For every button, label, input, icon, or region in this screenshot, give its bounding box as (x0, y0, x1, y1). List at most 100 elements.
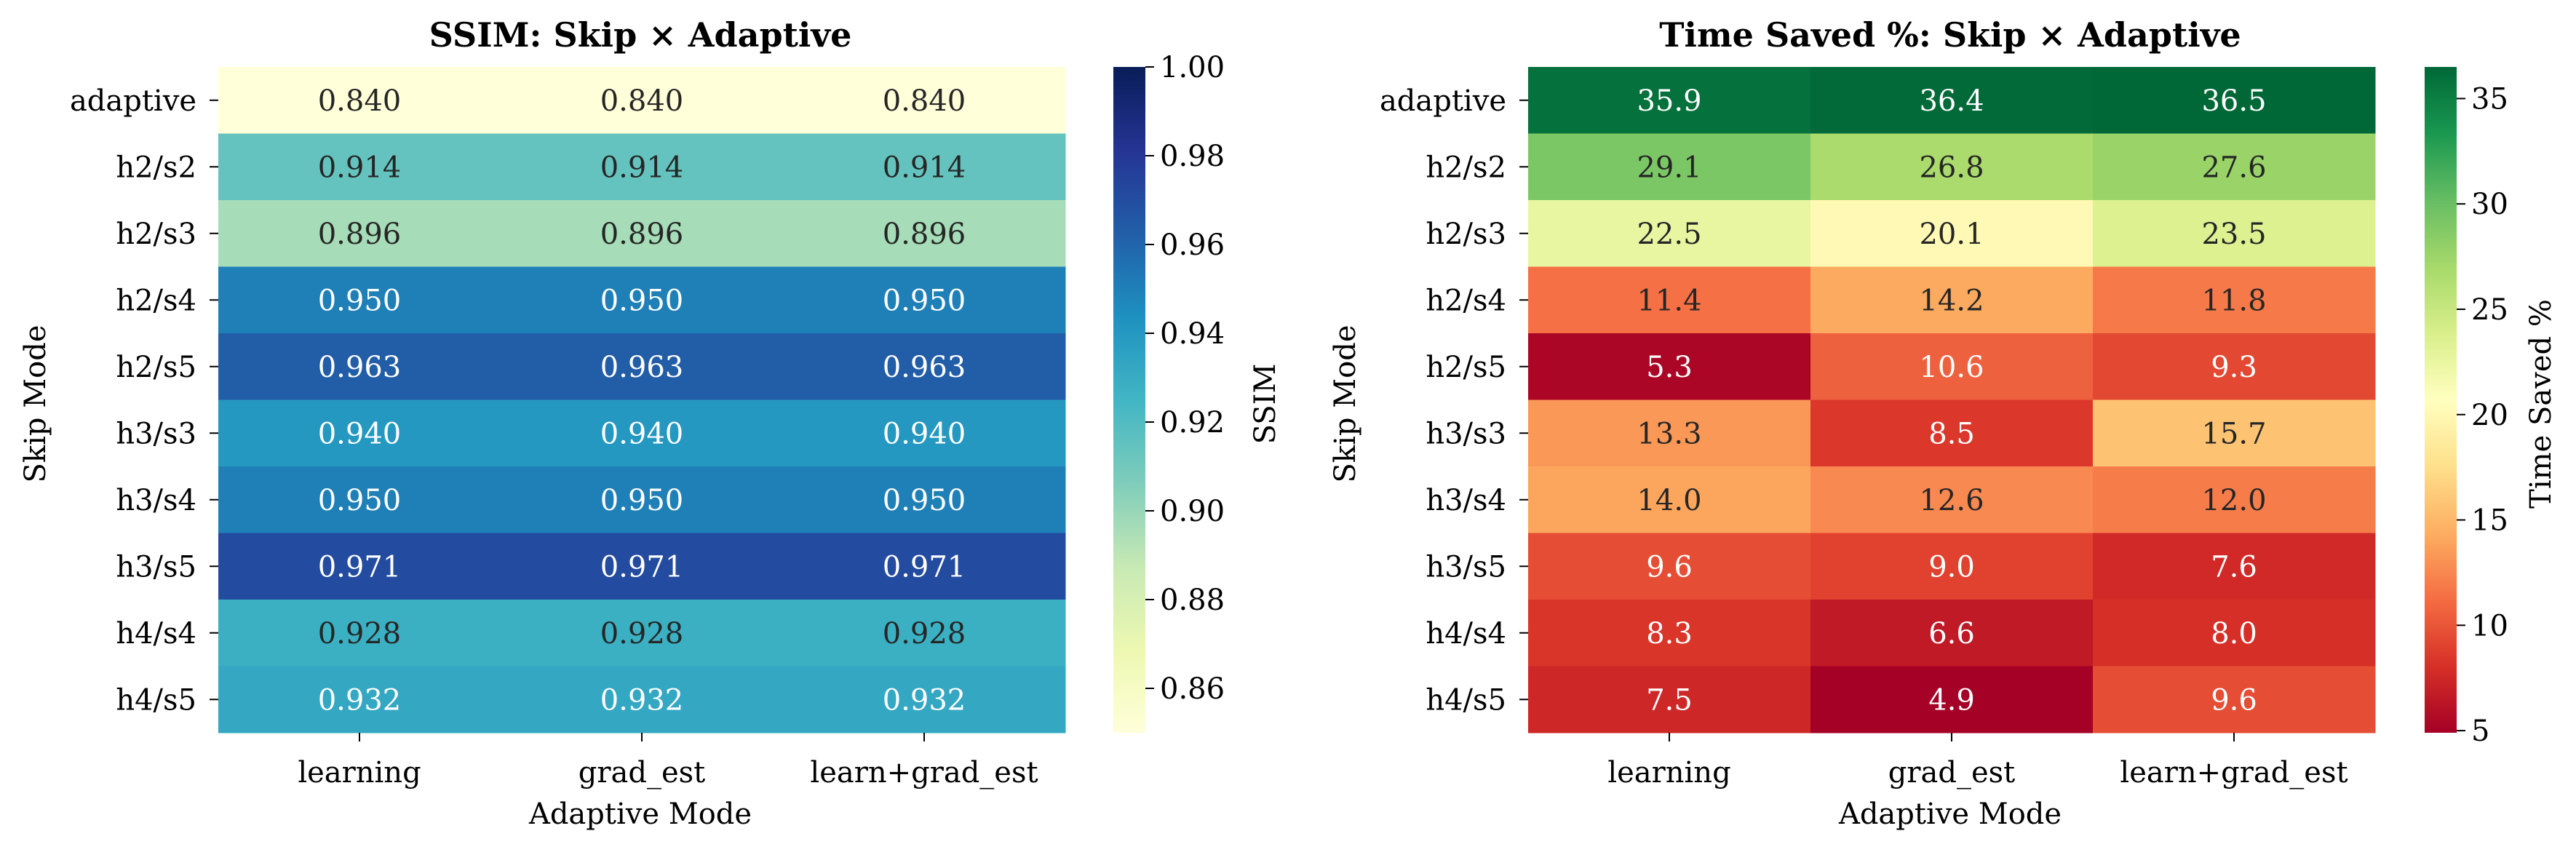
colorbar-tick-label: 0.96 (1160, 228, 1225, 262)
heatmap-cell (2093, 666, 2376, 733)
cell-value-label: 0.840 (318, 84, 402, 118)
colorbar-gradient (2425, 67, 2457, 733)
heatmap-cell (218, 266, 501, 334)
y-tick-label: h4/s4 (116, 617, 196, 651)
cell-value-label: 13.3 (1637, 417, 1701, 450)
cell-value-label: 36.5 (2201, 84, 2266, 118)
colorbar-tick-label: 0.94 (1160, 317, 1225, 351)
x-tick-label: grad_est (1888, 756, 2015, 790)
cell-value-label: 0.971 (318, 550, 402, 584)
cell-value-label: 7.6 (2211, 550, 2257, 584)
cell-value-label: 27.6 (2201, 151, 2266, 184)
heatmap-cell (783, 67, 1066, 134)
cell-value-label: 14.2 (1919, 284, 1984, 317)
heatmap-cells: 35.9 36.4 36.5 29.1 26.8 27.6 22.5 20.1 23.5 11.4… (1528, 67, 2376, 733)
cell-value-label: 9.3 (2211, 351, 2257, 384)
heatmap-cell (218, 600, 501, 667)
cell-value-label: 0.963 (318, 351, 402, 384)
cell-value-label: 0.940 (600, 417, 684, 450)
cell-value-label: 6.6 (1928, 617, 1975, 651)
cell-value-label: 0.896 (318, 218, 402, 251)
x-tick-label: learning (298, 756, 421, 790)
heatmap-cell (783, 133, 1066, 201)
heatmap-cell (2093, 399, 2376, 467)
y-tick-label: h3/s4 (1426, 484, 1506, 517)
heatmap-cell (783, 399, 1066, 467)
cell-value-label: 0.914 (318, 151, 402, 184)
cell-value-label: 0.963 (600, 351, 684, 384)
colorbar-tick-label: 10 (2471, 609, 2508, 643)
heatmap-cell (1810, 666, 2094, 733)
heatmap-cell (1810, 466, 2094, 533)
heatmap-cell (1528, 600, 1811, 667)
x-tick-label: learn+grad_est (810, 756, 1038, 790)
x-axis-label: Adaptive Mode (528, 798, 752, 831)
colorbar-tick-label: 0.90 (1160, 495, 1225, 528)
cell-value-label: 23.5 (2201, 218, 2266, 251)
cell-value-label: 5.3 (1646, 351, 1693, 384)
heatmap-cell (783, 333, 1066, 400)
cell-value-label: 0.971 (883, 550, 966, 584)
y-tick-label: h2/s4 (116, 284, 196, 317)
y-tick-labels: adaptive h2/s2 h2/s3 h2/s4 h2/s5 h3/s3 h3/s4 h3… (70, 84, 218, 717)
cell-value-label: 8.3 (1646, 617, 1693, 651)
cell-value-label: 0.940 (318, 417, 402, 450)
cell-value-label: 8.5 (1928, 417, 1975, 450)
cell-value-label: 14.0 (1637, 484, 1701, 517)
heatmap-cell (218, 200, 501, 267)
cell-value-label: 29.1 (1637, 151, 1701, 184)
cell-value-label: 0.896 (600, 218, 684, 251)
y-tick-label: h3/s5 (116, 550, 196, 584)
cell-value-label: 0.840 (883, 84, 966, 118)
heatmap-cell (783, 666, 1066, 733)
colorbar-tick-label: 0.88 (1160, 584, 1225, 617)
colorbar: 0.86 0.88 0.90 0.92 0.94 0.96 0.98 1.00 (1113, 51, 1225, 733)
heatmap-cell (1810, 399, 2094, 467)
y-tick-label: adaptive (1380, 84, 1506, 118)
heatmap-cell (783, 466, 1066, 533)
heatmap-cell (1528, 533, 1811, 600)
heatmap-cell (2093, 466, 2376, 533)
heatmap-cell (501, 600, 784, 667)
colorbar-tick-label: 1.00 (1160, 51, 1225, 84)
cell-value-label: 0.950 (318, 484, 402, 517)
y-tick-label: h3/s5 (1426, 550, 1506, 584)
heatmap-cell (218, 533, 501, 600)
heatmap-cell (1528, 666, 1811, 733)
cell-value-label: 0.950 (318, 284, 402, 317)
x-tick-label: learning (1607, 756, 1730, 790)
colorbar: 5 10 15 20 25 30 35 (2425, 67, 2508, 748)
y-tick-label: h2/s4 (1426, 284, 1506, 317)
heatmap-cell (501, 200, 784, 267)
cell-value-label: 15.7 (2201, 417, 2266, 450)
heatmap-cell (1810, 333, 2094, 400)
cell-value-label: 11.4 (1637, 284, 1701, 317)
ssim-heatmap-panel: SSIM: Skip × Adaptive 0.840 0.840 0.840 0.9… (19, 15, 1282, 831)
heatmap-cell (783, 266, 1066, 334)
x-tick-label: learn+grad_est (2120, 756, 2348, 790)
heatmap-cell (2093, 266, 2376, 334)
heatmap-cell (501, 399, 784, 467)
cell-value-label: 35.9 (1637, 84, 1701, 118)
cell-value-label: 0.932 (883, 683, 966, 717)
heatmap-cell (1810, 266, 2094, 334)
cell-value-label: 4.9 (1928, 683, 1975, 717)
y-tick-label: h3/s3 (1426, 417, 1506, 450)
heatmap-cell (501, 466, 784, 533)
cell-value-label: 0.914 (883, 151, 966, 184)
heatmap-cell (1810, 600, 2094, 667)
colorbar-gradient (1113, 67, 1145, 733)
colorbar-tick-label: 0.86 (1160, 672, 1225, 706)
colorbar-tick-label: 0.98 (1160, 140, 1225, 173)
heatmap-cells: 0.840 0.840 0.840 0.914 0.914 0.914 0.896 0.896… (218, 67, 1066, 733)
heatmap-cell (783, 200, 1066, 267)
heatmap-cell (2093, 600, 2376, 667)
cell-value-label: 0.950 (883, 284, 966, 317)
heatmap-cell (1810, 200, 2094, 267)
heatmap-cell (501, 133, 784, 201)
heatmap-cell (1528, 133, 1811, 201)
heatmap-cell (218, 399, 501, 467)
heatmap-cell (218, 133, 501, 201)
chart-title: Time Saved %: Skip × Adaptive (1659, 15, 2241, 55)
cell-value-label: 0.971 (600, 550, 684, 584)
